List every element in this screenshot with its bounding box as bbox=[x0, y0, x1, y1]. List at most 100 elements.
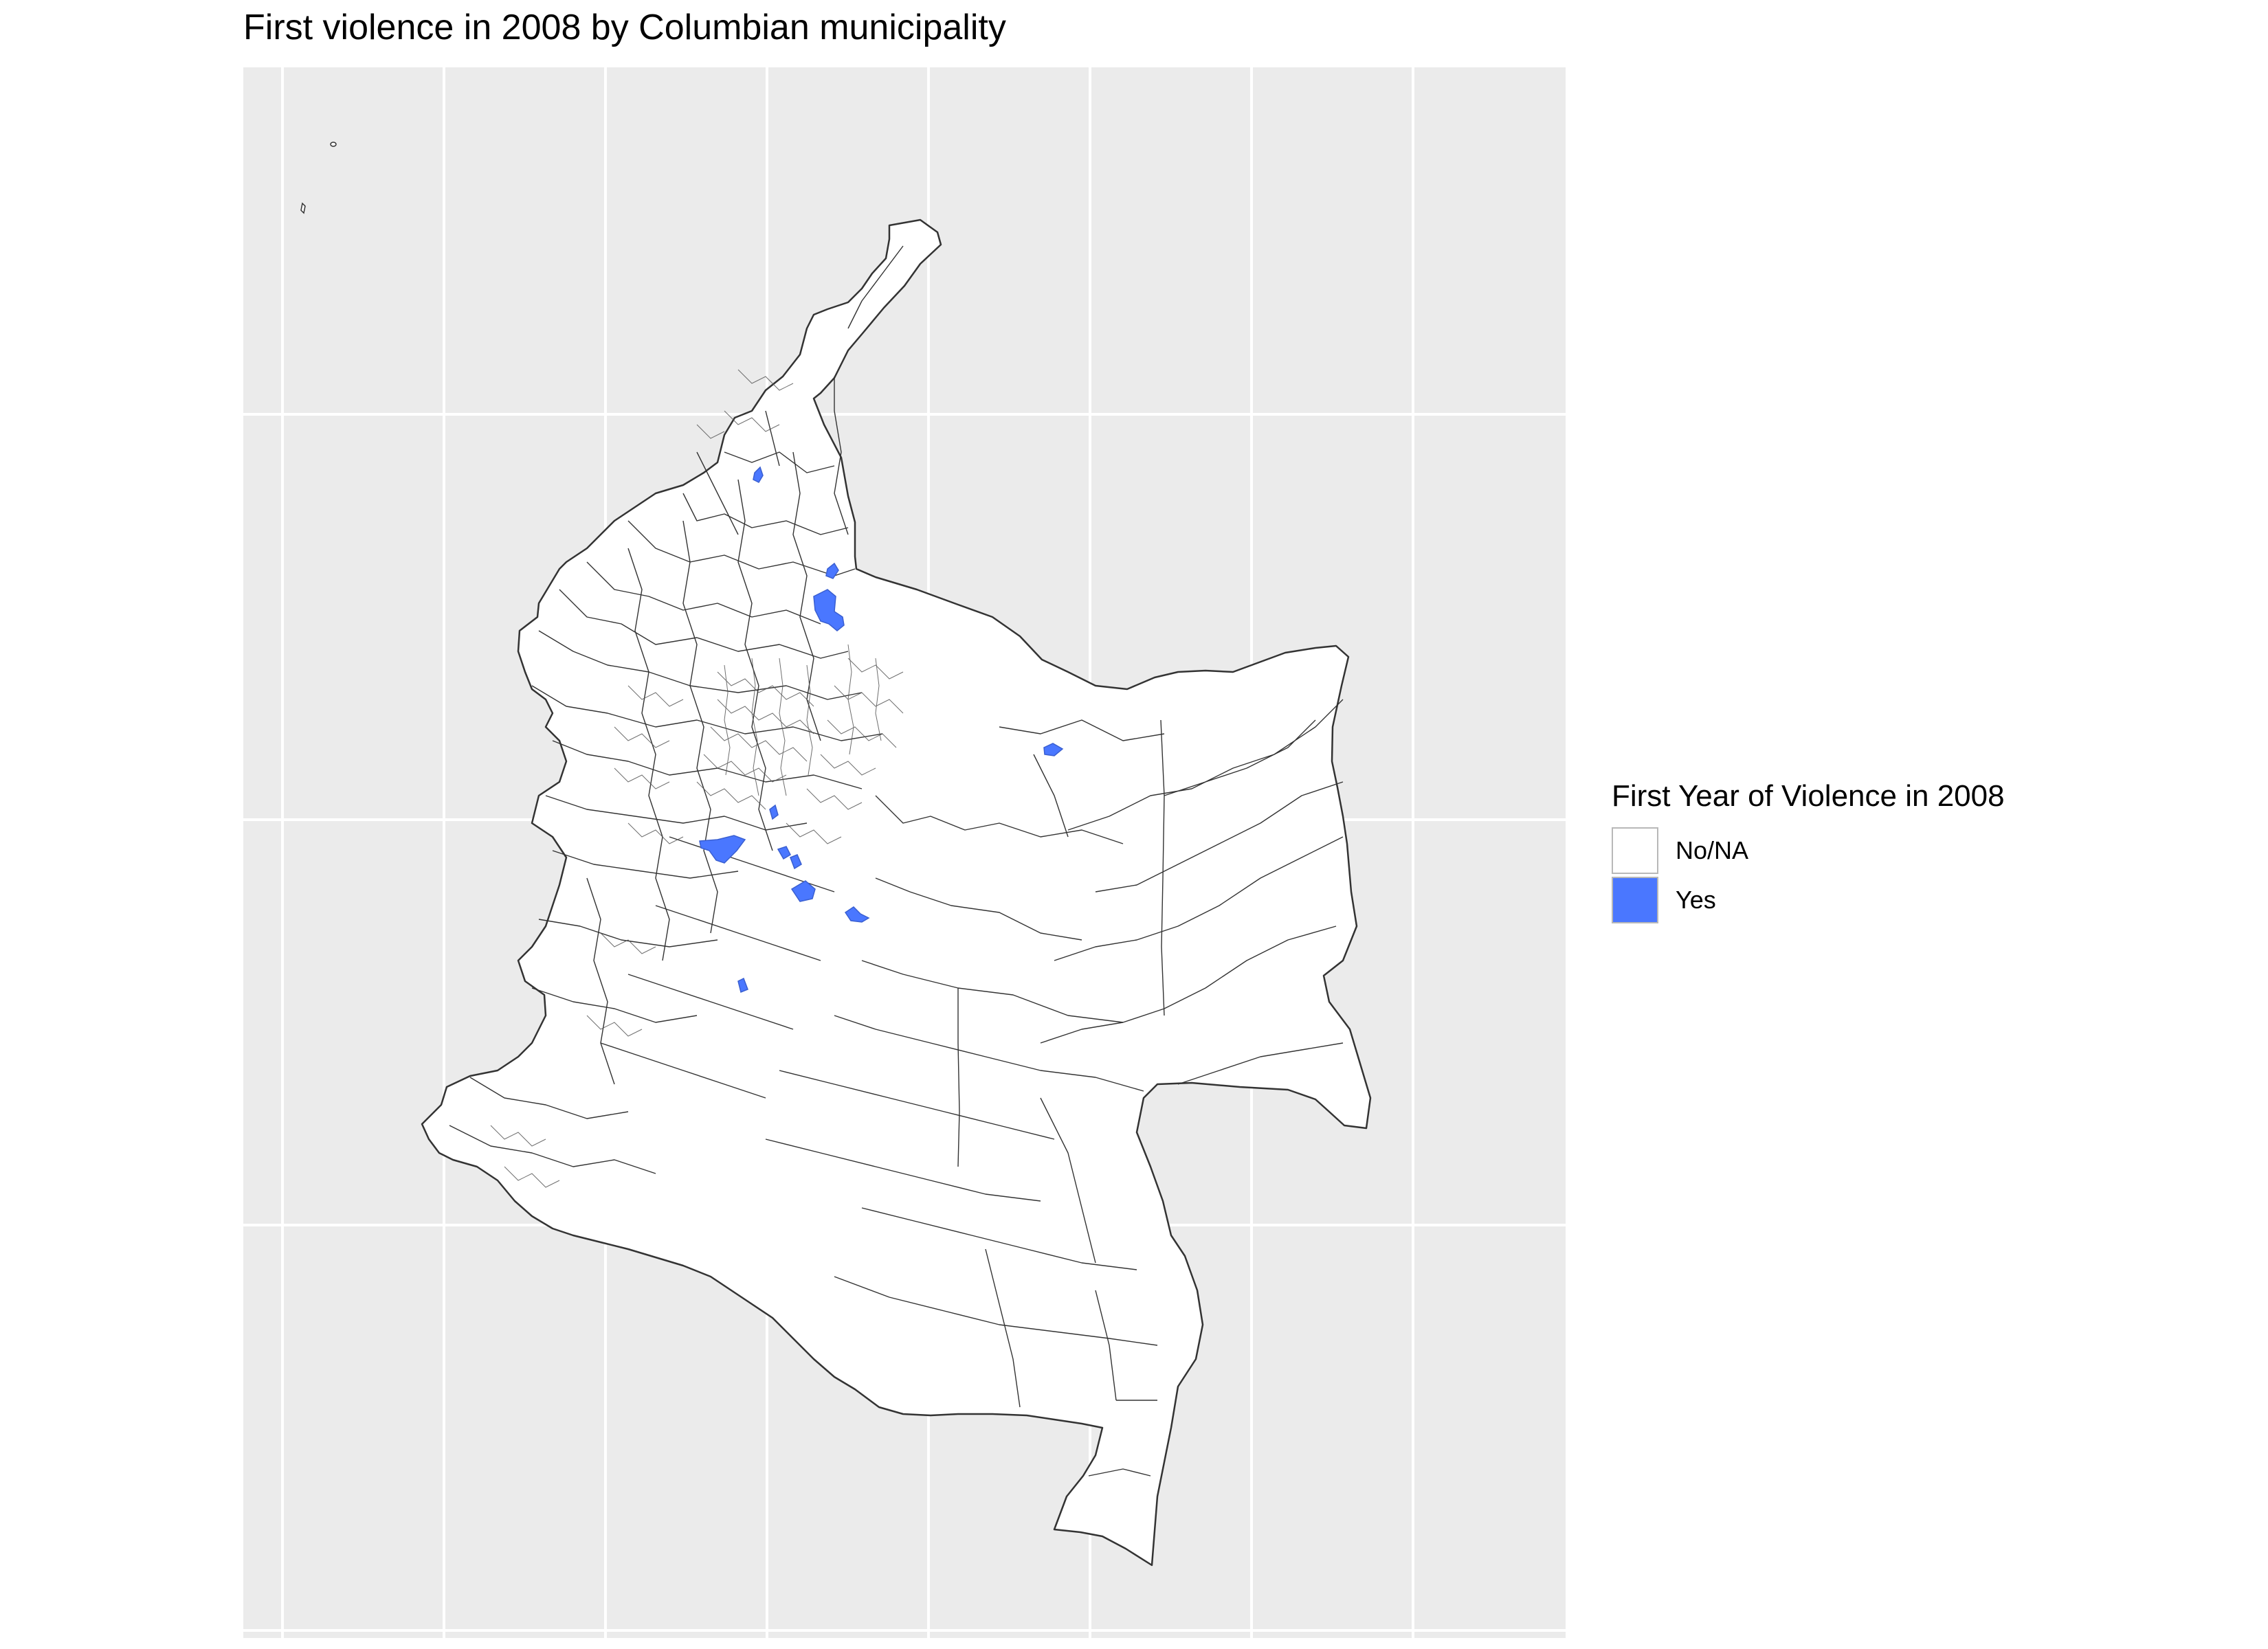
municipality-yes bbox=[1043, 743, 1064, 756]
municipality-border bbox=[696, 424, 725, 439]
legend-swatch-yes bbox=[1612, 877, 1658, 923]
municipality-border bbox=[792, 451, 821, 741]
municipality-border bbox=[627, 685, 684, 707]
municipality-border bbox=[1177, 1042, 1344, 1085]
highlighted-municipalities bbox=[699, 466, 1064, 994]
municipality-border bbox=[1088, 1468, 1151, 1477]
municipality-border bbox=[552, 740, 863, 789]
municipality-border bbox=[696, 451, 739, 535]
municipality-border bbox=[847, 658, 904, 680]
municipality-borders-dense bbox=[490, 369, 904, 1188]
municipality-border bbox=[724, 664, 731, 776]
municipality-border bbox=[861, 960, 1124, 1023]
municipality-border bbox=[765, 1138, 1041, 1202]
map-svg bbox=[243, 67, 1566, 1638]
municipality-border bbox=[786, 822, 842, 844]
municipality-border bbox=[957, 988, 960, 1167]
municipality-border bbox=[737, 479, 773, 851]
municipality-border bbox=[627, 548, 670, 961]
municipality-border bbox=[1040, 926, 1337, 1044]
municipality-border bbox=[614, 726, 670, 748]
municipality-border bbox=[682, 493, 849, 535]
municipality-border bbox=[827, 719, 897, 748]
municipality-border bbox=[985, 1248, 1021, 1408]
municipality-border bbox=[806, 788, 863, 810]
municipality-border bbox=[600, 1042, 766, 1099]
municipality-border bbox=[710, 726, 808, 762]
legend-item-yes: Yes bbox=[1612, 877, 1716, 923]
municipality-border bbox=[469, 1077, 629, 1119]
municipality-border bbox=[779, 1070, 1055, 1140]
legend-swatch-no-na bbox=[1612, 827, 1658, 874]
municipality-border bbox=[655, 905, 821, 961]
legend-label-yes: Yes bbox=[1676, 886, 1716, 914]
municipality-border bbox=[717, 671, 814, 707]
municipality-border bbox=[806, 664, 813, 776]
municipality-border bbox=[751, 658, 759, 796]
municipality-yes bbox=[825, 562, 839, 579]
island bbox=[330, 142, 337, 147]
municipality-border bbox=[875, 795, 1124, 844]
island bbox=[300, 202, 306, 214]
municipality-yes bbox=[777, 846, 791, 860]
municipality-border bbox=[875, 877, 1082, 941]
municipality-border bbox=[875, 658, 882, 741]
municipality-border bbox=[504, 1166, 560, 1188]
municipality-yes bbox=[790, 880, 816, 902]
municipality-border bbox=[552, 850, 739, 879]
municipality-yes bbox=[753, 466, 764, 483]
municipality-border bbox=[847, 245, 904, 329]
municipality-border bbox=[1095, 1290, 1117, 1401]
municipality-border bbox=[834, 685, 904, 714]
municipality-border bbox=[559, 589, 849, 659]
municipality-border bbox=[1054, 836, 1344, 961]
municipality-border bbox=[1095, 781, 1344, 893]
municipality-border bbox=[834, 1015, 1144, 1092]
municipality-border bbox=[703, 754, 787, 783]
municipality-border bbox=[586, 1015, 643, 1037]
municipality-border bbox=[531, 987, 698, 1023]
municipality-border bbox=[834, 377, 849, 535]
country-outline bbox=[421, 218, 1372, 1567]
municipality-yes bbox=[813, 589, 845, 631]
municipality-yes bbox=[844, 906, 870, 923]
municipality-border bbox=[1160, 719, 1165, 1016]
municipality-border bbox=[627, 974, 794, 1030]
municipality-border bbox=[717, 699, 814, 734]
municipality-border bbox=[696, 781, 766, 810]
municipality-border bbox=[820, 754, 876, 776]
municipality-border bbox=[531, 685, 883, 741]
municipality-borders bbox=[449, 245, 1344, 1477]
municipality-border bbox=[1040, 1097, 1096, 1264]
legend-item-no-na: No/NA bbox=[1612, 827, 1748, 874]
municipality-border bbox=[737, 369, 794, 391]
municipality-border bbox=[724, 451, 835, 473]
municipality-border bbox=[834, 1276, 1158, 1346]
municipality-border bbox=[682, 520, 718, 934]
municipality-border bbox=[586, 561, 821, 625]
municipality-border bbox=[765, 410, 780, 467]
municipality-yes bbox=[737, 977, 748, 994]
municipality-border bbox=[779, 658, 787, 796]
municipality-border bbox=[1033, 754, 1069, 838]
chart-title: First violence in 2008 by Columbian muni… bbox=[243, 8, 1006, 47]
municipality-border bbox=[449, 1125, 656, 1174]
legend: First Year of Violence in 2008 No/NA Yes bbox=[1612, 779, 2005, 923]
islands bbox=[300, 142, 337, 214]
municipality-border bbox=[847, 644, 854, 755]
municipality-border bbox=[627, 822, 684, 844]
municipality-border bbox=[999, 719, 1165, 741]
legend-title: First Year of Violence in 2008 bbox=[1612, 779, 2005, 813]
municipality-border bbox=[861, 1207, 1137, 1270]
municipality-border bbox=[538, 919, 718, 947]
municipality-border bbox=[1164, 719, 1316, 796]
municipality-yes bbox=[769, 804, 779, 820]
legend-label-no-na: No/NA bbox=[1676, 836, 1749, 864]
municipality-border bbox=[724, 410, 780, 432]
municipality-border bbox=[1067, 699, 1344, 831]
municipality-border bbox=[586, 877, 615, 1085]
municipality-yes bbox=[790, 854, 802, 870]
municipality-border bbox=[614, 767, 670, 789]
municipality-border bbox=[600, 932, 656, 954]
municipality-yes bbox=[699, 835, 746, 864]
